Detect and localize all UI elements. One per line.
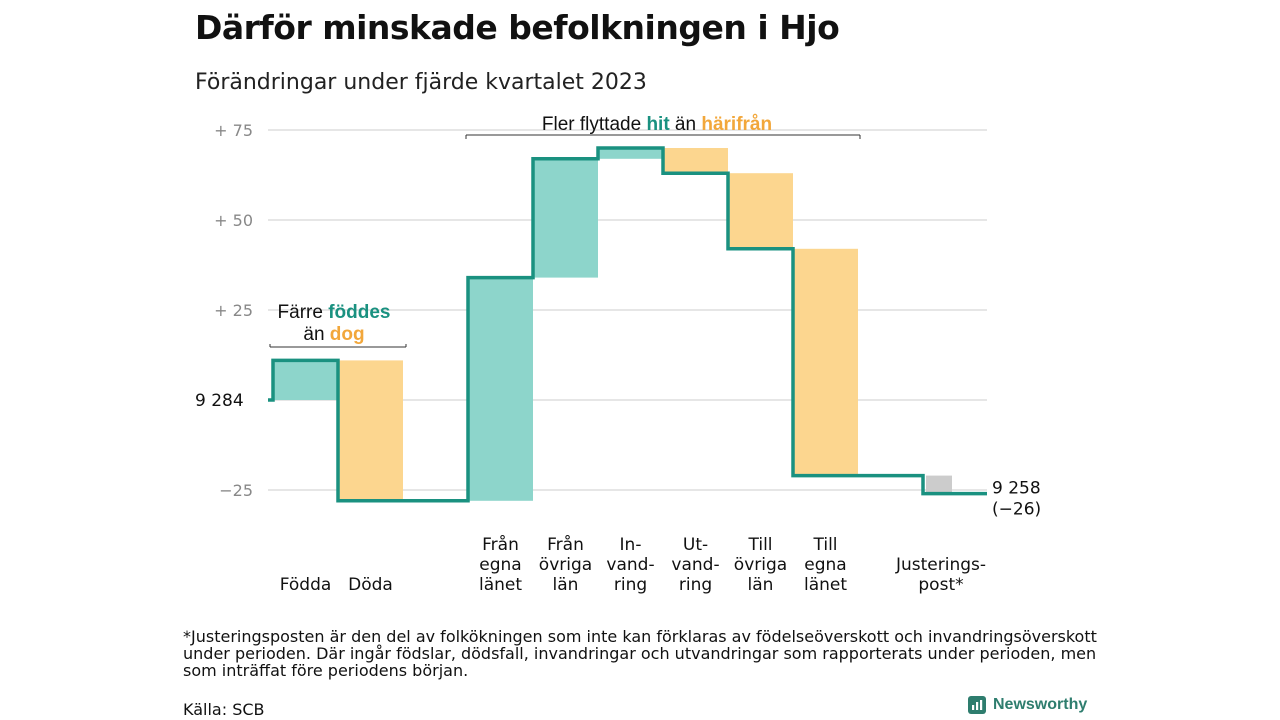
- brand-logo: Newsworthy: [968, 696, 1087, 714]
- bar-increase: [533, 158, 598, 278]
- category-label: egna: [479, 555, 521, 575]
- bar-decrease: [728, 173, 793, 249]
- category-label: Justerings-: [895, 555, 986, 575]
- change-label: (−26): [992, 500, 1041, 520]
- annotation-span: Fler flyttade: [542, 114, 647, 135]
- category-label: Till: [812, 535, 837, 555]
- category-label: län: [553, 575, 579, 595]
- category-label: övriga: [539, 555, 592, 575]
- y-tick-label: −25: [219, 481, 253, 500]
- category-label: Från: [547, 534, 584, 555]
- y-tick-label: + 50: [214, 211, 253, 230]
- bar-decrease: [663, 148, 728, 174]
- category-label: egna: [804, 555, 846, 575]
- category-label: post*: [918, 575, 963, 595]
- category-label: Döda: [348, 575, 393, 595]
- annotation-span: Färre: [278, 302, 329, 323]
- category-label: länet: [804, 575, 847, 595]
- annotation-span: föddes: [328, 302, 390, 323]
- category-label: länet: [479, 575, 522, 595]
- annotation-span: härifrån: [701, 114, 772, 135]
- end-value-label: 9 258: [992, 479, 1041, 499]
- category-label: Till: [747, 535, 772, 555]
- step-line: [268, 146, 987, 503]
- bar-increase: [598, 148, 663, 159]
- bar-adjustment: [926, 475, 952, 494]
- annotation-births-deaths-line2: än dog: [303, 324, 364, 345]
- source-label: Källa: SCB: [183, 700, 265, 719]
- category-label: In-: [620, 535, 642, 555]
- grid-lines: + 75 + 50 + 25 −25: [214, 121, 987, 500]
- category-label: Från: [482, 534, 519, 555]
- bar-increase: [468, 277, 533, 501]
- annotation-migration: Fler flyttade hit än härifrån: [542, 114, 772, 135]
- annotation-span: hit: [646, 114, 670, 135]
- step-line-path: [268, 146, 987, 503]
- footnote: *Justeringsposten är den del av folkökni…: [183, 627, 1097, 680]
- start-value-label: 9 284: [195, 391, 244, 411]
- bar-increase: [273, 360, 338, 400]
- category-label: Ut-: [683, 535, 708, 555]
- category-label: ring: [679, 575, 712, 595]
- bar-decrease: [793, 248, 858, 476]
- category-label: vand-: [671, 555, 719, 575]
- brand-name: Newsworthy: [993, 696, 1088, 713]
- category-label: övriga: [734, 555, 787, 575]
- category-label: vand-: [606, 555, 654, 575]
- bars: [273, 148, 952, 501]
- category-label: Födda: [280, 575, 332, 595]
- category-label: ring: [614, 575, 647, 595]
- newsworthy-logo-icon: [968, 696, 986, 714]
- category-label: län: [748, 575, 774, 595]
- annotation-span: dog: [330, 324, 365, 345]
- annotation-span: än: [303, 324, 329, 345]
- chart-title: Därför minskade befolkningen i Hjo: [195, 8, 840, 47]
- annotation-births-deaths: Färre föddes: [278, 302, 391, 323]
- y-tick-label: + 75: [214, 121, 253, 140]
- chart-subtitle: Förändringar under fjärde kvartalet 2023: [195, 70, 647, 95]
- bar-decrease: [338, 360, 403, 501]
- annotation-span: än: [670, 114, 702, 135]
- y-tick-label: + 25: [214, 301, 253, 320]
